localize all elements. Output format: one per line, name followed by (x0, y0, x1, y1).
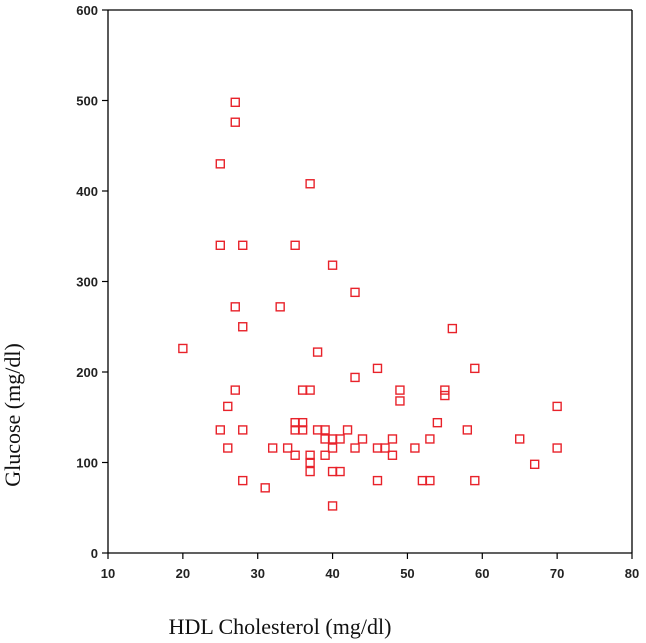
data-point (305, 450, 315, 460)
data-point (462, 425, 473, 435)
data-point (395, 385, 405, 395)
data-points (178, 97, 562, 511)
x-tick-label: 60 (475, 566, 489, 581)
x-tick-label: 80 (625, 566, 639, 581)
data-point (223, 401, 233, 412)
data-point (230, 97, 240, 108)
x-tick-label: 30 (250, 566, 264, 581)
plot-frame (107, 9, 633, 554)
data-point (320, 450, 330, 460)
data-point (238, 425, 248, 435)
data-point (320, 425, 330, 435)
data-point (275, 302, 285, 312)
data-point (238, 322, 248, 332)
data-point (215, 159, 225, 169)
data-point (470, 475, 480, 486)
y-tick-label: 100 (76, 456, 98, 471)
data-point (380, 443, 390, 453)
x-axis-title: HDL Cholesterol (mg/dl) (169, 614, 392, 639)
data-point (327, 501, 338, 511)
x-tick-label: 20 (176, 566, 190, 581)
data-point (305, 385, 315, 395)
data-point (470, 363, 480, 374)
data-point (552, 401, 562, 412)
data-point (410, 443, 420, 453)
y-tick-label: 300 (76, 275, 98, 290)
data-point (529, 459, 540, 470)
y-tick-label: 0 (91, 546, 98, 561)
data-point (260, 483, 270, 493)
data-point (215, 240, 225, 251)
data-point (395, 396, 405, 406)
data-point (350, 372, 360, 383)
data-point (223, 443, 233, 453)
x-tick-label: 40 (325, 566, 339, 581)
x-tick-label: 50 (400, 566, 414, 581)
data-point (432, 417, 443, 428)
data-point (312, 347, 323, 357)
data-point (297, 425, 308, 435)
data-point (297, 417, 308, 428)
data-point (372, 363, 383, 374)
data-point (238, 240, 248, 251)
data-point (387, 434, 398, 444)
y-tick-label: 500 (76, 94, 98, 109)
data-point (447, 323, 458, 334)
data-point (440, 390, 450, 401)
data-point (230, 302, 240, 312)
x-tick-label: 10 (101, 566, 115, 581)
data-point (305, 179, 315, 189)
data-point (178, 343, 188, 354)
data-point (327, 260, 338, 270)
y-tick-label: 200 (76, 365, 98, 380)
x-axis-ticks: 10 20 30 40 50 60 70 80 (101, 553, 639, 581)
data-point (215, 425, 225, 435)
data-point (335, 466, 345, 477)
y-tick-label: 600 (76, 3, 98, 18)
data-point (335, 434, 345, 444)
data-point (357, 434, 368, 444)
data-point (327, 443, 338, 453)
y-tick-label: 400 (76, 184, 98, 199)
data-point (305, 466, 315, 477)
y-axis-title: Glucose (mg/dl) (0, 343, 25, 487)
data-point (350, 287, 360, 298)
data-point (515, 434, 525, 444)
data-point (425, 434, 435, 444)
data-point (238, 475, 248, 486)
x-tick-label: 70 (550, 566, 564, 581)
data-point (230, 385, 240, 395)
data-point (387, 450, 398, 460)
y-axis-ticks: 0 100 200 300 400 500 600 (76, 3, 108, 561)
data-point (440, 385, 450, 395)
data-point (342, 425, 353, 435)
data-point (350, 443, 360, 453)
data-point (372, 475, 383, 486)
data-point (552, 443, 562, 453)
data-point (267, 443, 278, 453)
data-point (305, 457, 315, 468)
data-point (230, 117, 240, 127)
data-point (290, 240, 300, 251)
data-point (290, 450, 300, 460)
data-point (282, 443, 293, 453)
data-point (425, 475, 435, 486)
